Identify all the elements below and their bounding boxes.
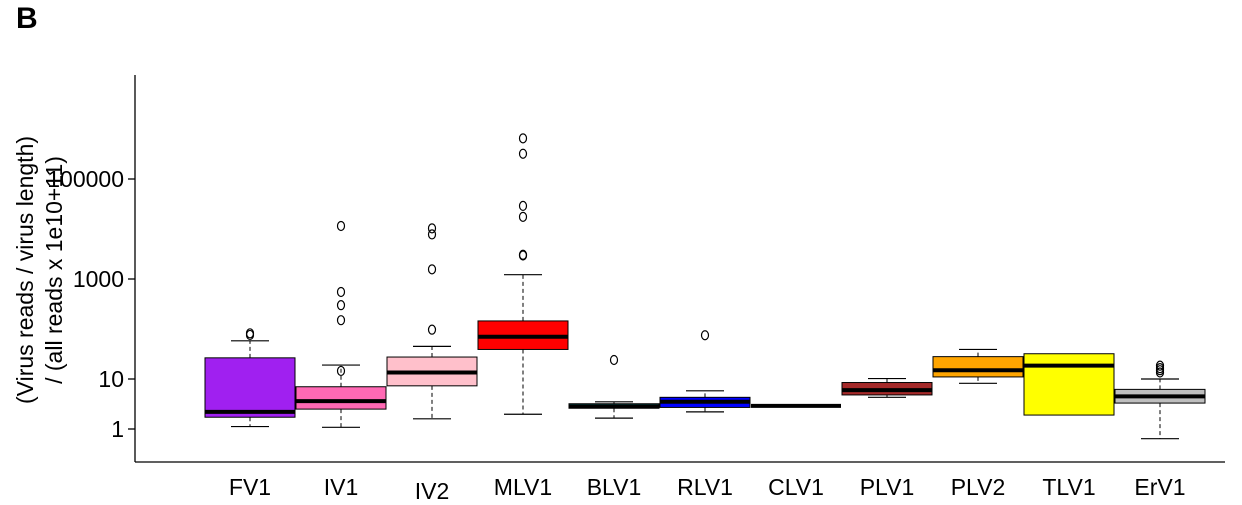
x-tick-label-fv1: FV1: [229, 474, 271, 500]
axes: 1 10 1000 100000: [47, 75, 1225, 463]
outlier-point: [427, 229, 437, 240]
box-rlv1: [659, 330, 751, 413]
panel-label: B: [16, 2, 38, 35]
x-tick-label-erv1: ErV1: [1134, 474, 1185, 500]
x-tick-label-iv2: IV2: [415, 478, 450, 504]
outlier-point: [427, 264, 437, 275]
box-tlv1: [1023, 353, 1115, 416]
outlier-point: [609, 354, 619, 366]
outlier-point: [1155, 360, 1165, 371]
x-tick-label-blv1: BLV1: [587, 474, 642, 500]
box-body: [932, 356, 1024, 378]
outlier-point: [427, 324, 437, 335]
outlier-point: [427, 223, 437, 234]
x-tick-label-rlv1: RLV1: [677, 474, 733, 500]
outlier-point: [245, 329, 255, 341]
box-fv1: [204, 328, 296, 428]
box-body: [204, 357, 296, 418]
outlier-point: [518, 200, 528, 211]
outlier-point: [700, 330, 710, 341]
box-plv1: [841, 377, 933, 398]
outlier-point: [336, 300, 346, 311]
boxes-group: [204, 133, 1206, 440]
y-tick-label: 1000: [73, 266, 124, 292]
box-erv1: [1114, 360, 1206, 440]
x-tick-label-plv2: PLV2: [951, 474, 1006, 500]
outlier-point: [518, 211, 528, 222]
outlier-point: [518, 148, 528, 159]
outlier-point: [336, 315, 346, 326]
y-axis-label-line1: (Virus reads / virus length): [12, 136, 38, 404]
box-body: [1023, 353, 1115, 416]
x-tick-label-iv1: IV1: [324, 474, 359, 500]
box-body: [295, 386, 387, 410]
y-tick-label: 100000: [47, 166, 124, 192]
box-plv2: [932, 348, 1024, 384]
y-axis-label-line2: / (all reads x 1e10+11): [41, 156, 67, 384]
outlier-point: [518, 133, 528, 144]
x-tick-label-mlv1: MLV1: [494, 474, 552, 500]
outlier-point: [518, 249, 528, 260]
outlier-point: [336, 220, 346, 232]
x-tick-label-tlv1: TLV1: [1042, 474, 1095, 500]
y-tick-label: 10: [98, 366, 124, 392]
x-tick-labels: FV1 IV1 IV2 MLV1 BLV1 RLV1 CLV1 PLV1 PLV2 TLV1 ErV…: [229, 474, 1186, 504]
box-mlv1: [477, 133, 569, 415]
outlier-point: [336, 365, 346, 377]
box-blv1: [568, 354, 660, 419]
box-iv2: [386, 223, 478, 420]
box-iv1: [295, 220, 387, 428]
x-tick-label-plv1: PLV1: [860, 474, 915, 500]
x-tick-label-clv1: CLV1: [768, 474, 824, 500]
outlier-point: [336, 286, 346, 298]
y-tick-label: 1: [111, 416, 124, 442]
